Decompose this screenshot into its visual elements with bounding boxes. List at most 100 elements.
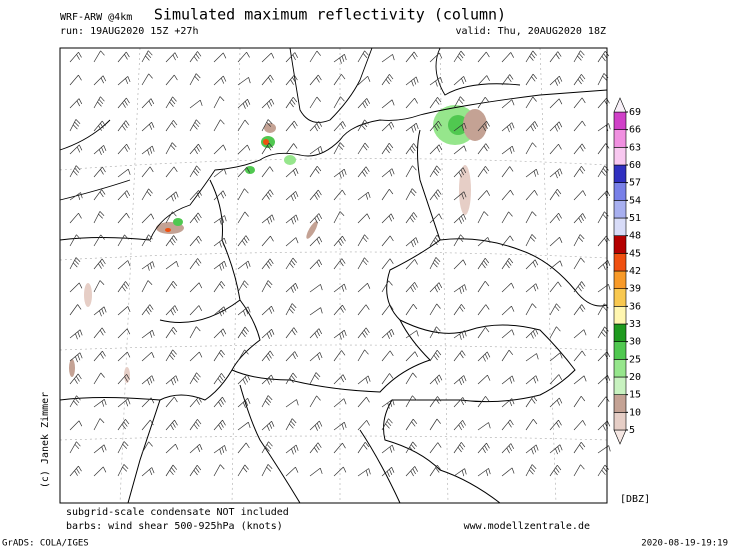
wind-barb	[141, 304, 154, 316]
valid-label: valid: Thu, 20AUG2020 18Z	[455, 26, 606, 37]
wind-barb	[261, 464, 273, 477]
wind-barb	[141, 188, 153, 201]
wind-barb	[117, 306, 131, 316]
wind-barb	[549, 326, 561, 339]
wind-barb	[429, 77, 443, 87]
wind-barb	[165, 211, 177, 224]
wind-barb	[117, 190, 131, 201]
colorbar-label: 20	[629, 372, 641, 383]
wind-barb	[477, 304, 490, 316]
wind-barb	[405, 259, 418, 270]
colorbar-box	[613, 341, 627, 360]
wind-barb	[549, 168, 563, 179]
wind-barb	[261, 420, 275, 431]
colorbar-label: 51	[629, 213, 641, 224]
wind-barb	[429, 418, 441, 431]
wind-barb	[405, 282, 418, 293]
colorbar-box	[613, 147, 627, 166]
wind-barb	[93, 350, 106, 362]
wind-barb	[549, 444, 563, 455]
wind-barb	[261, 350, 274, 362]
wind-barb	[141, 234, 153, 247]
wind-barb	[501, 122, 515, 133]
wind-barb	[477, 257, 490, 270]
wind-barb	[405, 212, 418, 224]
wind-barb	[549, 121, 563, 132]
wind-barb	[237, 77, 251, 86]
wind-barb	[213, 52, 227, 63]
wind-barb	[261, 74, 274, 86]
wind-barb	[405, 303, 418, 316]
wind-barb	[477, 237, 491, 247]
wind-barb	[549, 51, 562, 63]
wind-barb	[525, 375, 539, 385]
wind-barb	[285, 444, 299, 455]
wind-barb	[405, 418, 418, 431]
wind-barb	[573, 281, 586, 293]
colorbar-label: 15	[629, 390, 641, 401]
wind-barb	[141, 280, 153, 293]
wind-barb	[285, 74, 298, 86]
wind-barb	[165, 326, 178, 339]
title: Simulated maximum reflectivity (column)	[154, 6, 506, 24]
wind-barb	[213, 464, 225, 477]
wind-barb	[333, 350, 346, 362]
wind-barb	[573, 50, 585, 63]
wind-barb	[189, 372, 201, 385]
colorbar-box	[613, 412, 627, 431]
colorbar-box	[613, 288, 627, 307]
wind-barb	[213, 237, 227, 248]
wind-barb	[477, 442, 490, 454]
wind-barb	[381, 142, 394, 155]
wind-barb	[165, 235, 178, 247]
wind-barb	[117, 51, 130, 63]
wind-barb	[309, 165, 322, 178]
wind-barb	[405, 372, 417, 385]
wind-barb	[429, 52, 443, 63]
wind-barb	[333, 189, 346, 201]
wind-barb	[357, 213, 371, 224]
wind-barb	[573, 97, 586, 109]
wind-barb	[165, 375, 179, 386]
wind-barb	[261, 189, 274, 201]
wind-barb	[549, 212, 562, 224]
wind-barb	[237, 51, 250, 63]
wind-barb	[573, 420, 586, 431]
wind-barb	[405, 97, 418, 109]
wind-barb	[285, 399, 299, 408]
wind-barb	[405, 51, 418, 63]
wind-barb	[141, 375, 155, 386]
wind-barb	[597, 303, 609, 316]
wind-barb	[381, 99, 395, 109]
wind-barb	[501, 52, 515, 63]
wind-barb	[477, 75, 490, 86]
run-label: run: 19AUG2020 15Z +27h	[60, 26, 198, 37]
wind-barb	[309, 420, 323, 431]
colorbar-label: 45	[629, 248, 641, 259]
wind-barb	[501, 467, 515, 477]
wind-barb	[165, 464, 178, 477]
wind-barb	[69, 74, 82, 86]
colorbar-label: 33	[629, 319, 641, 330]
wind-barb	[525, 121, 539, 132]
wind-barb	[477, 327, 490, 339]
colorbar: 5 10 15 20 25 30 33 36 39 42 45 48 51 54 57 60 63 66 69	[613, 97, 641, 445]
wind-barb	[189, 258, 202, 270]
wind-barb	[69, 304, 82, 316]
wind-barb	[429, 396, 442, 408]
wind-barb	[69, 465, 82, 477]
wind-barb	[573, 166, 586, 178]
wind-barb	[357, 98, 371, 109]
wind-barb	[213, 96, 225, 109]
wind-barb	[309, 307, 323, 316]
wind-barb	[189, 282, 203, 293]
wind-barb	[141, 50, 153, 63]
wind-barb	[117, 120, 130, 132]
wind-barb	[357, 375, 371, 385]
wind-barb	[333, 398, 347, 408]
wind-barb	[525, 303, 537, 316]
wind-barb	[261, 328, 275, 339]
wind-barb	[309, 189, 322, 201]
wind-barb	[69, 257, 81, 270]
wind-barb	[69, 212, 82, 224]
